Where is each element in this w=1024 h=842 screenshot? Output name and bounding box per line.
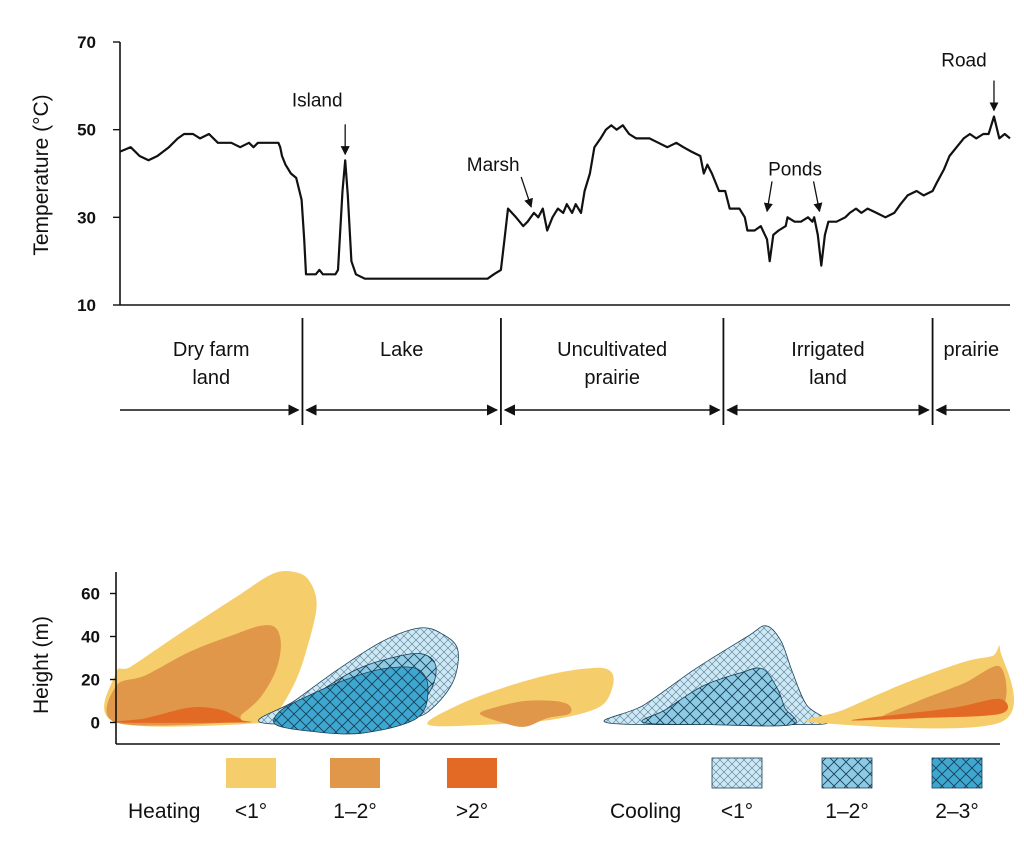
legend-swatch-heating: [447, 758, 497, 788]
temperature-y-label: Temperature (°C): [30, 94, 53, 255]
annotation-ponds: Ponds: [768, 159, 822, 180]
legend: Heating Cooling <1° 1–2° >2° <1° 1–2° 2–3°: [128, 757, 983, 823]
legend-cooling-label: Cooling: [610, 800, 681, 823]
land-label: Dry farm: [173, 339, 250, 361]
legend-item-label: <1°: [235, 800, 267, 823]
legend-item-label: >2°: [456, 800, 488, 823]
annotation-road: Road: [941, 51, 986, 72]
cooling-region-5-hatch: [273, 666, 428, 735]
height-y-tick-label: 60: [81, 585, 100, 604]
land-label: land: [809, 367, 847, 389]
legend-item-label: 1–2°: [825, 800, 868, 823]
annotation-island: Island: [292, 90, 343, 111]
height-y-tick-label: 20: [81, 671, 100, 690]
annotation-arrow: [520, 176, 533, 208]
annotation-arrow: [812, 181, 823, 213]
legend-item-label: <1°: [721, 800, 753, 823]
legend-item-label: 1–2°: [333, 800, 376, 823]
legend-swatch-hatch: [931, 757, 983, 789]
heating-region-2: [111, 706, 252, 723]
temperature-y-tick-label: 70: [77, 33, 96, 52]
temperature-series-line: [119, 115, 1011, 280]
legend-heating-label: Heating: [128, 800, 200, 823]
temperature-y-tick-label: 50: [77, 121, 96, 140]
annotation-arrow: [763, 181, 773, 213]
land-label: Irrigated: [791, 339, 864, 361]
height-axes: 0 20 40 60: [81, 572, 1000, 745]
land-label: Uncultivated: [557, 339, 667, 361]
legend-item-label: 2–3°: [935, 800, 978, 823]
legend-swatch-heating: [226, 758, 276, 788]
annotation-marsh: Marsh: [467, 155, 520, 176]
land-label: land: [192, 367, 230, 389]
legend-swatch-hatch: [711, 757, 763, 789]
height-y-tick-label: 0: [91, 714, 100, 733]
heating-region-7: [479, 700, 572, 727]
temperature-y-tick-label: 30: [77, 208, 96, 227]
height-y-label: Height (m): [30, 616, 53, 714]
land-label: prairie: [943, 339, 999, 361]
cooling-region-9-hatch: [641, 667, 797, 726]
land-label: Lake: [380, 339, 423, 361]
temperature-axes: 10 30 50 70: [77, 33, 1010, 315]
heating-region-12: [851, 698, 1009, 721]
temperature-y-tick-label: 10: [77, 296, 96, 315]
heating-region-1: [106, 625, 281, 726]
legend-swatch-heating: [330, 758, 380, 788]
height-y-tick-label: 40: [81, 628, 100, 647]
land-label: prairie: [584, 367, 640, 389]
legend-swatch-hatch: [821, 757, 873, 789]
